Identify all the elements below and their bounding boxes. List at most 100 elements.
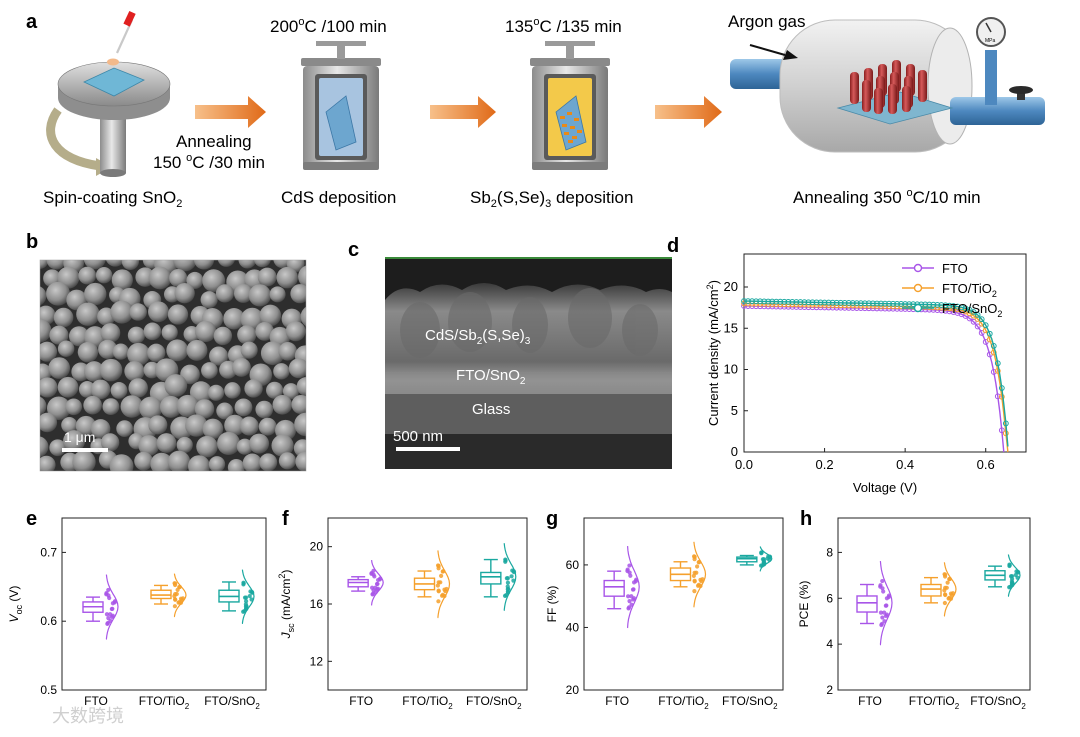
grain <box>282 383 300 400</box>
grain <box>40 436 49 458</box>
y-tick-label-f: 12 <box>310 654 324 668</box>
data-point <box>741 298 747 304</box>
grain <box>166 339 189 362</box>
data-point <box>439 573 444 578</box>
grain <box>100 323 121 343</box>
data-point <box>698 577 703 582</box>
distribution-curve <box>105 574 119 640</box>
y-axis-label-h: PCE (%) <box>797 581 811 628</box>
grain <box>244 379 263 398</box>
grain <box>176 436 193 454</box>
panel-letter-e: e <box>26 508 37 530</box>
grain <box>186 271 204 289</box>
data-point <box>761 560 766 565</box>
grain <box>224 414 246 436</box>
y-tick-label-d: 0 <box>731 444 738 459</box>
data-point <box>945 580 950 585</box>
grain <box>258 417 277 436</box>
data-point <box>982 339 989 345</box>
voc-boxplot: 0.5 0.6 0.7 Voc (V) FTO FTO/TiO2 FTO/SnO2 <box>7 517 267 711</box>
watermark: 大数跨境 <box>52 706 124 726</box>
grain <box>260 341 285 366</box>
series-line-1 <box>744 302 1009 453</box>
grain <box>167 450 191 471</box>
grain <box>40 396 47 416</box>
grain <box>116 420 133 437</box>
data-point <box>777 298 784 305</box>
grain <box>294 412 306 437</box>
data-point <box>974 312 981 318</box>
data-point <box>627 563 632 568</box>
grain <box>216 402 234 420</box>
data-point <box>1007 562 1012 567</box>
data-point <box>628 573 633 578</box>
data-point <box>441 569 446 574</box>
grain <box>253 260 271 268</box>
data-point <box>104 591 109 596</box>
y-tick-label-d: 5 <box>731 403 738 418</box>
data-point <box>930 301 937 308</box>
grain <box>72 450 96 471</box>
data-point <box>883 603 888 608</box>
gas-label: Argon gas <box>728 12 806 31</box>
grain <box>63 430 86 453</box>
data-point <box>958 304 965 311</box>
scale-label-b: 1 μm <box>64 429 95 445</box>
grain <box>194 399 215 419</box>
x-tick-label-d: 0.6 <box>977 457 995 472</box>
grain <box>46 281 70 306</box>
grain <box>202 418 224 440</box>
data-point <box>1008 584 1013 589</box>
data-point <box>998 427 1005 434</box>
data-point <box>970 312 977 319</box>
data-point <box>990 369 997 375</box>
box <box>856 595 878 613</box>
grain <box>148 266 172 290</box>
data-point <box>809 299 816 306</box>
grain <box>57 340 75 357</box>
distribution-curve <box>879 561 893 646</box>
grain <box>164 374 188 397</box>
data-point <box>442 587 447 592</box>
grain <box>201 362 218 379</box>
data-point <box>880 578 885 584</box>
plot-frame-e <box>61 517 267 691</box>
data-point <box>692 589 697 594</box>
data-point <box>950 303 957 309</box>
data-point <box>745 298 751 304</box>
grain <box>127 326 146 344</box>
grain <box>148 301 169 323</box>
data-point <box>982 322 989 329</box>
y-tick-label-h: 4 <box>826 637 833 651</box>
grain <box>143 322 162 341</box>
grain <box>46 260 67 270</box>
grain <box>291 394 306 415</box>
data-point <box>947 595 952 600</box>
data-point <box>247 593 252 599</box>
y-tick-label-e: 0.7 <box>40 545 57 559</box>
step3-temp: 135oC /135 min <box>505 16 622 36</box>
data-point <box>753 298 759 305</box>
data-point <box>242 609 247 614</box>
y-tick-label-h: 8 <box>826 545 833 559</box>
data-point <box>175 587 180 593</box>
grain <box>209 346 229 366</box>
grain <box>99 358 123 382</box>
plot-frame-d <box>743 253 1027 453</box>
grain <box>77 341 99 363</box>
y-axis-label-d: Current density (mA/cm2) <box>705 280 721 426</box>
data-point <box>505 580 511 585</box>
category-label: FTO/TiO2 <box>139 694 190 711</box>
grain <box>78 381 96 398</box>
data-point <box>694 570 699 575</box>
grain <box>266 381 284 399</box>
layer-fto: FTO/SnO2 <box>456 367 526 387</box>
gauge-label: MPa <box>985 38 996 44</box>
data-point <box>946 302 953 309</box>
jv-chart: 0.0 0.2 0.4 0.6 0 5 10 15 20 Voltage (V) Current d… <box>705 253 1027 495</box>
y-tick-label-f: 16 <box>310 597 324 611</box>
y-tick-label-h: 2 <box>826 683 833 697</box>
data-point <box>934 301 941 308</box>
grain <box>148 415 168 435</box>
data-point <box>942 302 949 309</box>
